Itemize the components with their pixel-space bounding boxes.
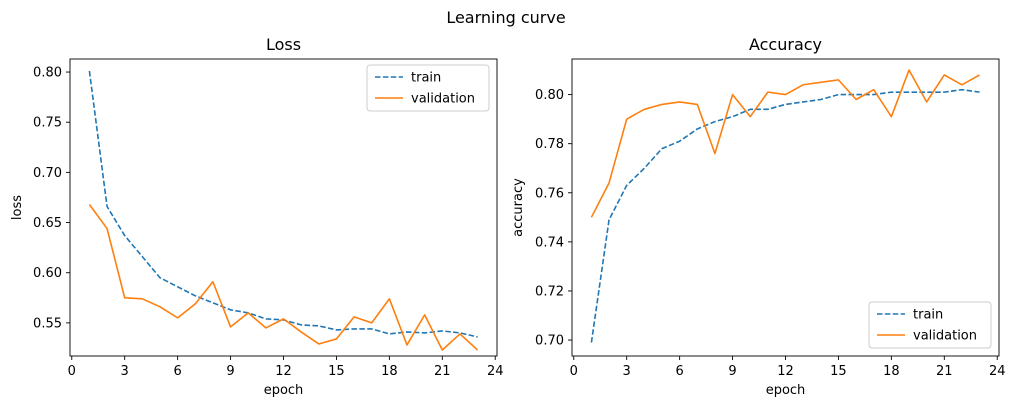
loss-y-tick-label: 0.55 (33, 316, 62, 331)
accuracy-x-tick-label: 24 (989, 364, 1006, 379)
loss-x-axis-label: epoch (264, 383, 304, 398)
accuracy-y-tick-label: 0.76 (535, 186, 564, 201)
accuracy-legend: train validation (868, 301, 992, 349)
loss-x-tick-label: 15 (328, 364, 345, 379)
loss-x-tick-label: 24 (487, 364, 504, 379)
loss-chart: Loss 0 3 6 9 12 15 18 21 24 0.55 0.60 0.65 0.70 0.75 0.… (10, 35, 504, 398)
loss-x-tick-label: 9 (226, 364, 234, 379)
accuracy-y-tick-label: 0.78 (535, 137, 564, 152)
loss-legend: train validation (366, 64, 490, 112)
loss-x-tick-label: 3 (121, 364, 129, 379)
loss-x-tick-label: 0 (68, 364, 76, 379)
accuracy-x-tick-label: 21 (936, 364, 953, 379)
accuracy-chart-title: Accuracy (749, 35, 822, 54)
loss-y-tick-label: 0.65 (33, 216, 62, 231)
accuracy-x-tick-label: 3 (623, 364, 631, 379)
accuracy-y-tick-label: 0.80 (535, 88, 564, 103)
accuracy-y-axis-label: accuracy (511, 178, 526, 237)
accuracy-y-tick-label: 0.70 (535, 334, 564, 349)
accuracy-legend-box (868, 301, 992, 349)
accuracy-legend-label-train: train (913, 308, 943, 323)
accuracy-x-tick-label: 9 (728, 364, 736, 379)
accuracy-x-tick-label: 12 (777, 364, 794, 379)
loss-series-train-line (88, 70, 478, 338)
accuracy-series-train-line (590, 88, 980, 343)
accuracy-x-tick-label: 6 (675, 364, 683, 379)
loss-series-validation-line (88, 204, 479, 351)
loss-x-tick-label: 21 (434, 364, 451, 379)
accuracy-x-tick-label: 0 (570, 364, 578, 379)
loss-x-tick-label: 6 (173, 364, 181, 379)
accuracy-chart: Accuracy 0 3 6 9 12 15 18 21 24 0.70 0.72 0.74 0.76 0.… (511, 35, 1006, 398)
accuracy-x-tick-label: 15 (830, 364, 847, 379)
loss-legend-label-train: train (411, 71, 441, 86)
loss-legend-label-validation: validation (411, 92, 475, 107)
loss-y-tick-label: 0.80 (33, 66, 62, 81)
loss-y-tick-label: 0.75 (33, 116, 62, 131)
loss-chart-title: Loss (266, 35, 301, 54)
loss-x-tick-label: 18 (381, 364, 398, 379)
accuracy-y-tick-label: 0.72 (535, 284, 564, 299)
accuracy-x-tick-label: 18 (883, 364, 900, 379)
loss-y-tick-label: 0.60 (33, 266, 62, 281)
accuracy-legend-label-validation: validation (913, 329, 977, 344)
figure-suptitle: Learning curve (446, 8, 565, 27)
accuracy-x-axis-label: epoch (766, 383, 806, 398)
loss-legend-box (366, 64, 490, 112)
accuracy-series-validation-line (590, 69, 980, 218)
loss-x-tick-label: 12 (275, 364, 292, 379)
accuracy-y-tick-label: 0.74 (535, 235, 564, 250)
loss-y-axis-label: loss (10, 195, 25, 220)
loss-y-tick-label: 0.70 (33, 166, 62, 181)
